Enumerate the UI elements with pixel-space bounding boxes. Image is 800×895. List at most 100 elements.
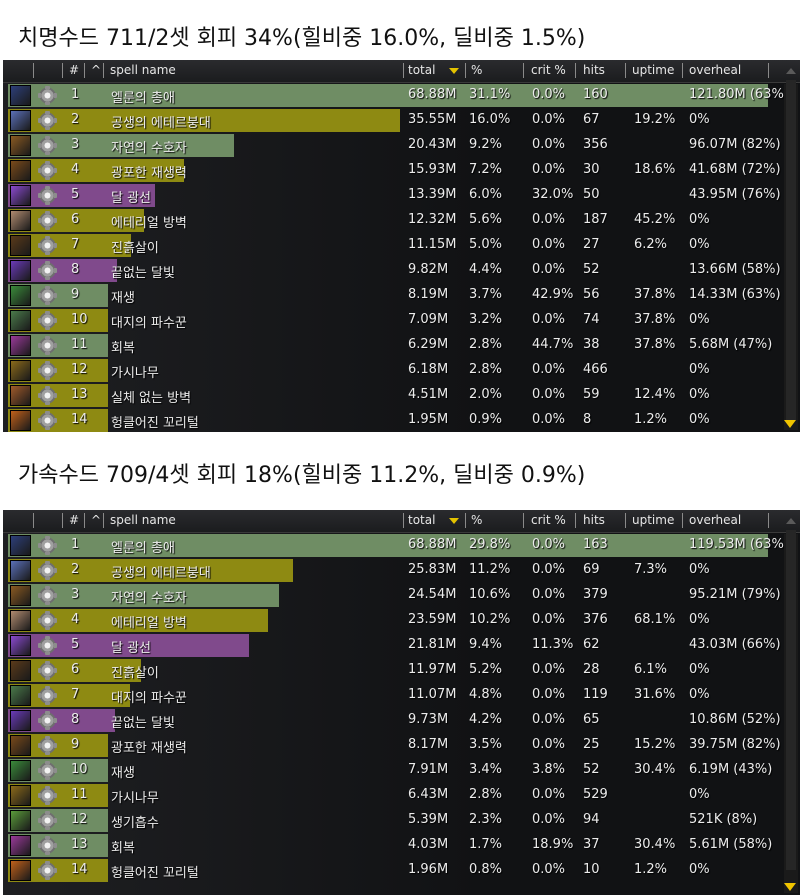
sort-desc-icon[interactable] (449, 518, 459, 524)
header-separator (103, 513, 104, 528)
row-crit: 18.9% (532, 837, 574, 852)
header-hits[interactable]: hits (583, 63, 605, 77)
header-percent[interactable]: % (471, 63, 483, 77)
row-overheal: 96.07M (82%) (689, 137, 781, 152)
table-row[interactable]: 2 공생의 에테르붕대 25.83M 11.2% 0.0% 69 7.3% 0% (3, 558, 782, 583)
table-row[interactable]: 12 생기흡수 5.39M 2.3% 0.0% 94 521K (8%) (3, 808, 782, 833)
gear-icon[interactable] (37, 760, 58, 781)
scroll-up-icon[interactable] (786, 518, 796, 524)
gear-icon[interactable] (37, 135, 58, 156)
gear-icon[interactable] (37, 260, 58, 281)
row-spell-name: 헝클어진 꼬리털 (111, 866, 199, 881)
table-row[interactable]: 1 엘룬의 총애 68.88M 29.8% 0.0% 163 119.53M (63%) (3, 533, 789, 558)
table-row[interactable]: 9 광포한 재생력 8.17M 3.5% 0.0% 25 15.2% 39.75M (82%) (3, 733, 782, 758)
scroll-down-icon[interactable] (784, 883, 796, 891)
row-total: 6.18M (408, 362, 449, 377)
table-row[interactable]: 14 헝클어진 꼬리털 1.95M 0.9% 0.0% 8 1.2% 0% (3, 408, 782, 432)
gear-icon[interactable] (37, 560, 58, 581)
gear-icon[interactable] (37, 110, 58, 131)
gear-icon[interactable] (37, 810, 58, 831)
header-uptime[interactable]: uptime (632, 513, 675, 527)
gear-icon[interactable] (37, 410, 58, 431)
table-row[interactable]: 12 가시나무 6.18M 2.8% 0.0% 466 0% (3, 358, 782, 383)
row-total: 8.19M (408, 287, 449, 302)
header-overheal[interactable]: overheal (689, 63, 742, 77)
scrollbar-thumb[interactable] (786, 80, 796, 420)
table-row[interactable]: 4 광포한 재생력 15.93M 7.2% 0.0% 30 18.6% 41.68M (72%… (3, 158, 782, 183)
row-total: 25.83M (408, 562, 457, 577)
table-row[interactable]: 4 에테리얼 방벽 23.59M 10.2% 0.0% 376 68.1% 0% (3, 608, 782, 633)
table-row[interactable]: 13 회복 4.03M 1.7% 18.9% 37 30.4% 5.61M (58%) (3, 833, 782, 858)
header-sort-caret[interactable]: ^ (91, 513, 102, 527)
gear-core-icon (41, 714, 54, 727)
gear-icon[interactable] (37, 660, 58, 681)
table-row[interactable]: 6 진흙살이 11.97M 5.2% 0.0% 28 6.1% 0% (3, 658, 782, 683)
damage-bar (8, 709, 115, 732)
gear-icon[interactable] (37, 635, 58, 656)
table-row[interactable]: 14 헝클어진 꼬리털 1.96M 0.8% 0.0% 10 1.2% 0% (3, 858, 782, 883)
gear-icon[interactable] (37, 85, 58, 106)
gear-icon[interactable] (37, 210, 58, 231)
row-rank: 14 (71, 412, 88, 427)
table-row[interactable]: 2 공생의 에테르붕대 35.55M 16.0% 0.0% 67 19.2% 0% (3, 108, 782, 133)
table-row[interactable]: 6 에테리얼 방벽 12.32M 5.6% 0.0% 187 45.2% 0% (3, 208, 782, 233)
gear-icon[interactable] (37, 685, 58, 706)
table-row[interactable]: 8 끝없는 달빛 9.73M 4.2% 0.0% 65 10.86M (52%) (3, 708, 782, 733)
header-percent[interactable]: % (471, 513, 483, 527)
gear-icon[interactable] (37, 285, 58, 306)
table-row[interactable]: 8 끝없는 달빛 9.82M 4.4% 0.0% 52 13.66M (58%) (3, 258, 782, 283)
gear-icon[interactable] (37, 710, 58, 731)
scroll-up-icon[interactable] (786, 68, 796, 74)
header-hits[interactable]: hits (583, 513, 605, 527)
row-total: 5.39M (408, 812, 449, 827)
header-crit[interactable]: crit % (531, 513, 566, 527)
row-total: 4.51M (408, 387, 449, 402)
gear-icon[interactable] (37, 360, 58, 381)
row-uptime: 18.6% (634, 162, 676, 177)
table-row[interactable]: 5 달 광선 13.39M 6.0% 32.0% 50 43.95M (76%) (3, 183, 782, 208)
table-row[interactable]: 10 대지의 파수꾼 7.09M 3.2% 0.0% 74 37.8% 0% (3, 308, 782, 333)
table-row[interactable]: 9 재생 8.19M 3.7% 42.9% 56 37.8% 14.33M (63%) (3, 283, 782, 308)
table-row[interactable]: 3 자연의 수호자 20.43M 9.2% 0.0% 356 96.07M (82%) (3, 133, 782, 158)
header-uptime[interactable]: uptime (632, 63, 675, 77)
table-row[interactable]: 7 진흙살이 11.15M 5.0% 0.0% 27 6.2% 0% (3, 233, 782, 258)
table-row[interactable]: 13 실체 없는 방벽 4.51M 2.0% 0.0% 59 12.4% 0% (3, 383, 782, 408)
table-row[interactable]: 7 대지의 파수꾼 11.07M 4.8% 0.0% 119 31.6% 0% (3, 683, 782, 708)
header-rank[interactable]: # (69, 513, 80, 527)
header-rank[interactable]: # (69, 63, 80, 77)
gear-icon[interactable] (37, 160, 58, 181)
gear-icon[interactable] (37, 535, 58, 556)
header-spell-name[interactable]: spell name (110, 513, 176, 527)
table-row[interactable]: 10 재생 7.91M 3.4% 3.8% 52 30.4% 6.19M (43%) (3, 758, 782, 783)
gear-icon[interactable] (37, 335, 58, 356)
table-row[interactable]: 1 엘룬의 총애 68.88M 31.1% 0.0% 160 121.80M (63%) (3, 83, 789, 108)
gear-icon[interactable] (37, 785, 58, 806)
table-row[interactable]: 5 달 광선 21.81M 9.4% 11.3% 62 43.03M (66%) (3, 633, 782, 658)
gear-icon[interactable] (37, 185, 58, 206)
gear-icon[interactable] (37, 610, 58, 631)
gear-icon[interactable] (37, 860, 58, 881)
table-row[interactable]: 3 자연의 수호자 24.54M 10.6% 0.0% 379 95.21M (79%) (3, 583, 782, 608)
gear-icon[interactable] (37, 385, 58, 406)
header-crit[interactable]: crit % (531, 63, 566, 77)
row-spell-name: 끝없는 달빛 (111, 716, 175, 731)
scrollbar-thumb[interactable] (786, 530, 796, 870)
gear-icon[interactable] (37, 235, 58, 256)
gear-icon[interactable] (37, 585, 58, 606)
table-row[interactable]: 11 회복 6.29M 2.8% 44.7% 38 37.8% 5.68M (47%) (3, 333, 782, 358)
header-total[interactable]: total (408, 63, 436, 77)
header-sort-caret[interactable]: ^ (91, 63, 102, 77)
header-overheal[interactable]: overheal (689, 513, 742, 527)
gear-icon[interactable] (37, 735, 58, 756)
gear-core-icon (41, 764, 54, 777)
gear-icon[interactable] (37, 310, 58, 331)
gear-icon[interactable] (37, 835, 58, 856)
table-row[interactable]: 11 가시나무 6.43M 2.8% 0.0% 529 0% (3, 783, 782, 808)
row-hits: 38 (583, 337, 600, 352)
sort-desc-icon[interactable] (449, 68, 459, 74)
scroll-down-icon[interactable] (784, 420, 796, 428)
header-total[interactable]: total (408, 513, 436, 527)
gear-core-icon (41, 339, 54, 352)
spell-icon (10, 335, 31, 356)
header-spell-name[interactable]: spell name (110, 63, 176, 77)
